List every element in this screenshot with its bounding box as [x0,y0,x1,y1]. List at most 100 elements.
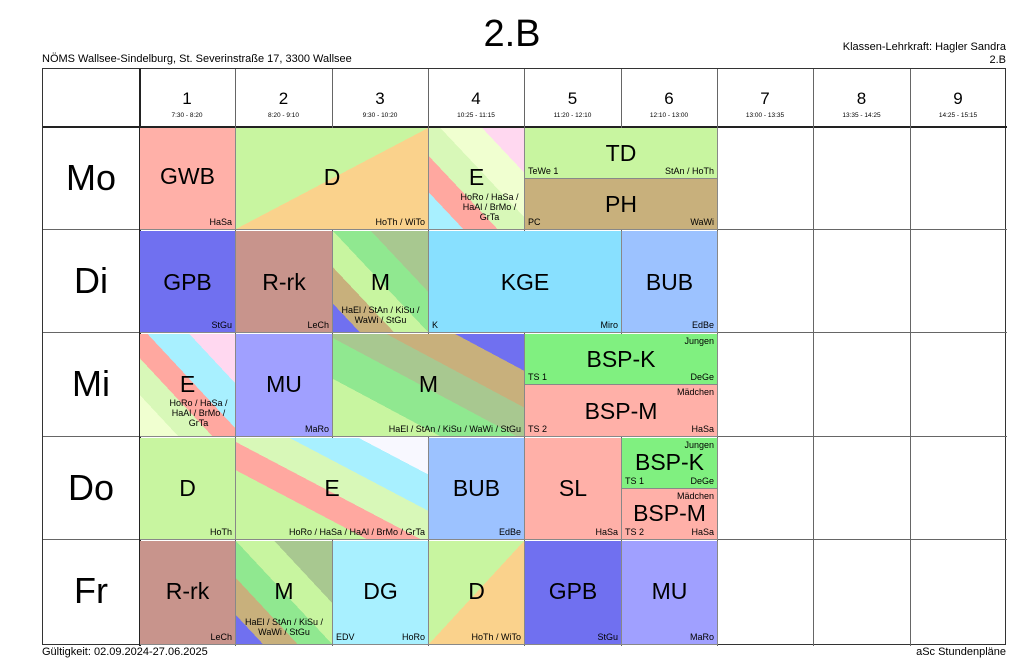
lesson-group: Jungen [684,336,714,346]
lesson-teacher: HoRo / HaSa / HaAl / BrMo / GrTa [288,527,425,537]
period-header-5: 5 11:20 - 12:10 [553,89,592,119]
lesson-teacher: WaWi [690,217,714,227]
lesson-teacher: HaSa [691,527,714,537]
lesson-subject: R-rk [262,269,306,295]
lesson-card-do-bsp-m[interactable]: Mädchen BSP-M TS 2 HaSa [622,489,718,540]
lesson-room: PC [528,217,541,227]
lesson-subject: E [324,475,340,501]
header-divider [43,126,1007,128]
lesson-card-fr-dg[interactable]: DG EDV HoRo [333,541,429,645]
lesson-teacher: MaRo [304,424,329,434]
lesson-room: K [432,320,439,330]
period-header-7: 7 13:00 - 13:35 [745,89,785,119]
lesson-subject: PH [605,191,637,217]
lesson-teacher: EdBe [691,320,714,330]
lesson-card-fr-mu[interactable]: MU MaRo [622,541,718,645]
lesson-subject: DG [363,578,398,604]
lesson-room: TS 1 [528,372,548,382]
period-header-1: 1 7:30 - 8:20 [171,89,203,119]
period-header-2: 2 8:20 - 9:10 [267,89,300,119]
column-divider [813,69,814,646]
lesson-subject: BSP-M [584,398,658,424]
lesson-group: Mädchen [676,491,714,501]
day-label-fr: Fr [74,570,108,611]
column-divider [910,69,911,646]
timetable-grid: 1 7:30 - 8:20 2 8:20 - 9:10 3 9:30 - 10:20 … [42,68,1007,646]
lesson-card-fr-m[interactable]: M HaEl / StAn / KiSu / WaWi / StGu [236,541,333,645]
lesson-teacher: StGu [597,632,618,642]
lesson-card-mo-td[interactable]: TD TeWe 1 StAn / HoTh [525,128,718,179]
validity-note: Gültigkeit: 02.09.2024-27.06.2025 [42,646,208,658]
lesson-subject: GPB [163,269,212,295]
school-address: NÖMS Wallsee-Sindelburg, St. Severinstra… [42,53,352,65]
lesson-card-do-e[interactable]: E HoRo / HaSa / HaAl / BrMo / GrTa [236,438,429,540]
lesson-card-mi-bsp-k[interactable]: Jungen BSP-K TS 1 DeGe [525,334,718,385]
lesson-subject: GWB [160,163,215,189]
lesson-card-mi-mu[interactable]: MU MaRo [236,334,333,437]
lesson-teacher: DeGe [690,476,714,486]
lesson-card-fr-gpb[interactable]: GPB StGu [525,541,622,645]
lesson-teacher: HaEl / StAn / KiSu / WaWi / StGu [388,424,521,434]
lesson-teacher: EdBe [498,527,521,537]
lesson-card-do-bsp-k[interactable]: Jungen BSP-K TS 1 DeGe [622,438,718,489]
lesson-teacher: StAn / HoTh [664,166,714,176]
lesson-subject: M [418,371,439,397]
lesson-subject: D [468,578,485,604]
lesson-card-do-sl[interactable]: SL HaSa [525,438,622,540]
lesson-subject: R-rk [165,578,210,604]
period-header-3: 3 9:30 - 10:20 [362,89,398,119]
period-header-4: 4 10:25 - 11:15 [457,89,495,119]
lesson-subject: BUB [452,475,501,501]
lesson-teacher: LeCh [210,632,232,642]
lesson-card-di-kge[interactable]: KGE K Miro [429,231,622,333]
lesson-card-mi-m[interactable]: M HaEl / StAn / KiSu / WaWi / StGu [333,334,525,437]
lesson-subject: M [370,269,391,295]
lesson-teacher: HaSa [595,527,618,537]
lesson-teacher: DeGe [690,372,714,382]
day-label-do: Do [67,467,115,508]
lesson-subject: KGE [500,269,550,295]
lesson-teacher: HoTh / WiTo [375,217,425,227]
lesson-room: TS 2 [625,527,645,537]
lesson-subject: BSP-M [633,500,706,526]
lesson-card-mo-gwb[interactable]: GWB HaSa [140,128,236,230]
lesson-card-di-bub[interactable]: BUB EdBe [622,231,718,333]
lesson-teacher: MaRo [689,632,714,642]
lesson-teacher: HoRo [401,632,425,642]
lesson-card-fr-rrk[interactable]: R-rk LeCh [140,541,236,645]
lesson-teacher: HoRo / HaSa / HaAl / BrMo / GrTa [460,192,519,222]
lesson-teacher: HaEl / StAn / KiSu / WaWi / StGu [341,305,420,325]
lesson-subject: D [179,475,196,501]
class-teacher-info: Klassen-Lehrkraft: Hagler Sandra 2.B [843,41,1006,67]
lesson-card-fr-d[interactable]: D HoTh / WiTo [429,541,525,645]
lesson-card-do-bub[interactable]: BUB EdBe [429,438,525,540]
lesson-card-di-gpb[interactable]: GPB StGu [140,231,236,333]
day-label-di: Di [74,260,108,301]
lesson-card-do-d[interactable]: D HoTh [140,438,236,540]
class-teacher: Klassen-Lehrkraft: Hagler Sandra [842,41,1006,53]
lesson-teacher: HaSa [209,217,232,227]
lesson-subject: SL [558,475,588,501]
period-header-9: 9 14:25 - 15:15 [938,89,978,119]
lesson-subject: MU [266,371,302,397]
page-title: 2.B [483,13,541,55]
lesson-subject: E [179,371,196,397]
lesson-card-mi-e[interactable]: E HoRo / HaSa / HaAl / BrMo / GrTa [140,334,236,437]
lesson-group: Jungen [684,440,714,450]
lesson-room: TS 1 [625,476,645,486]
class-label: 2.B [989,54,1006,66]
lesson-room: TS 2 [528,424,548,434]
lesson-subject: GPB [548,578,598,604]
lesson-subject: E [468,164,485,190]
lesson-card-mo-d[interactable]: D HoTh / WiTo [236,128,429,230]
day-label-mo: Mo [65,157,116,198]
lesson-card-di-rrk[interactable]: R-rk LeCh [236,231,333,333]
lesson-room: TeWe 1 [528,166,559,176]
lesson-teacher: Miro [600,320,619,330]
lesson-card-di-m[interactable]: M HaEl / StAn / KiSu / WaWi / StGu [333,231,429,333]
lesson-card-mo-ph[interactable]: PH PC WaWi [525,179,718,230]
day-label-mi: Mi [72,363,110,404]
lesson-card-mi-bsp-m[interactable]: Mädchen BSP-M TS 2 HaSa [525,385,718,437]
lesson-group: Mädchen [676,387,714,397]
lesson-card-mo-e[interactable]: E HoRo / HaSa / HaAl / BrMo / GrTa [429,128,525,230]
